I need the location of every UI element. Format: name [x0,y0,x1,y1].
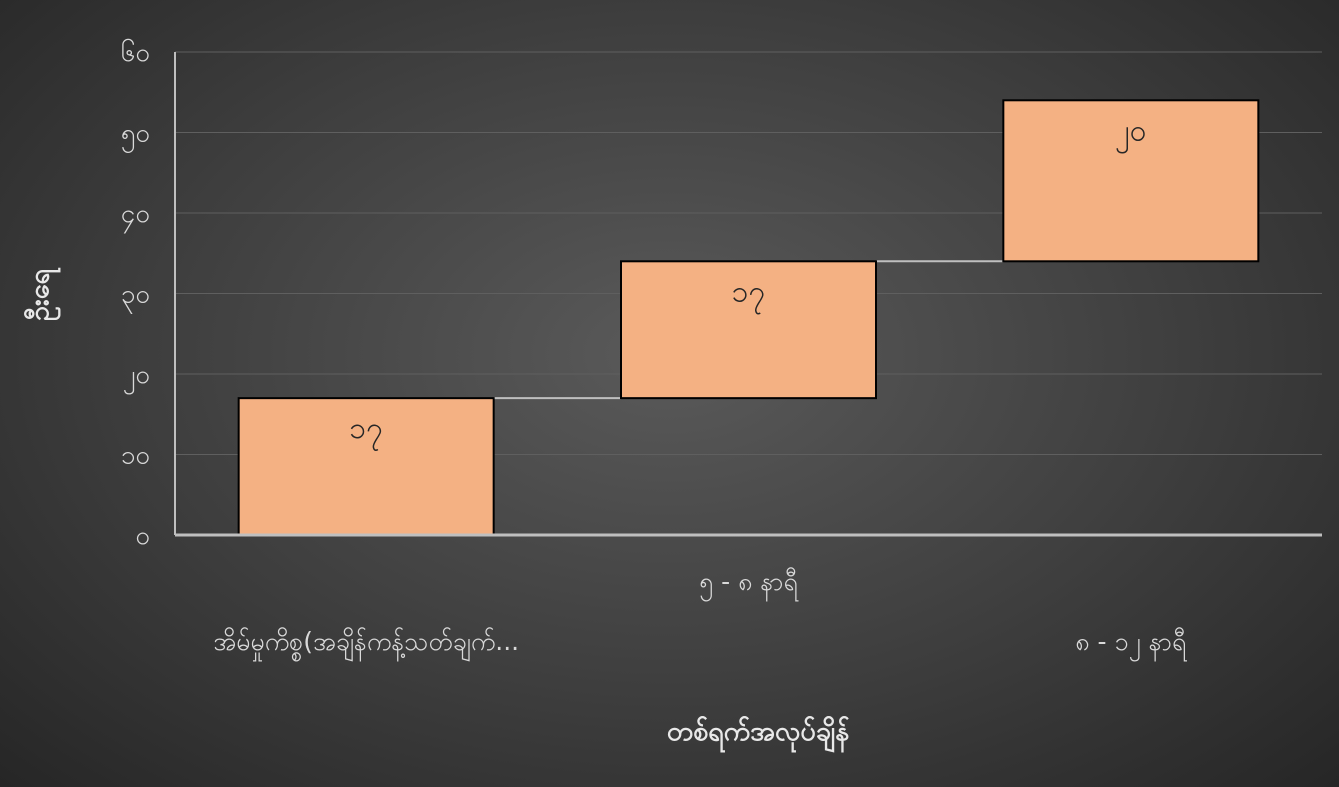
data-label: ၁၇ [349,411,383,452]
y-tick-label: ၃၀ [121,280,151,315]
y-tick-label: ၁၀ [121,441,151,471]
connectors [493,260,1004,400]
y-tick-label: ၂၀ [123,360,151,395]
category-labels: အိမ်မှုကိစ္စ(အချိန်ကန့်သတ်ချက်... ၅ - ၈ န… [213,567,1188,661]
y-axis-title: ဦးရေ [24,268,61,321]
axes [174,52,1322,537]
data-label: ၂၀ [1115,113,1147,154]
y-tick-label: ၄၀ [121,199,151,234]
y-tick-label: ၅၀ [121,119,151,154]
category-label: အိမ်မှုကိစ္စ(အချိန်ကန့်သတ်ချက်... [213,627,519,661]
x-axis-title: တစ်ရက်အလုပ်ချိန် [667,716,849,753]
waterfall-bar [1002,99,1260,263]
data-label: ၁၇ [732,274,766,315]
y-tick-labels: ၀ ၁၀ ၂၀ ၃၀ ၄၀ ၅၀ ၆၀ [121,36,151,551]
waterfall-bar [237,397,495,536]
y-tick-label: ၆၀ [121,36,151,68]
waterfall-bar [620,260,877,400]
bars [237,99,1260,536]
category-label: ၅ - ၈ နာရီ [699,567,799,601]
category-label: ၈ - ၁၂ နာရီ [1075,627,1188,661]
y-tick-label: ၀ [135,521,150,551]
